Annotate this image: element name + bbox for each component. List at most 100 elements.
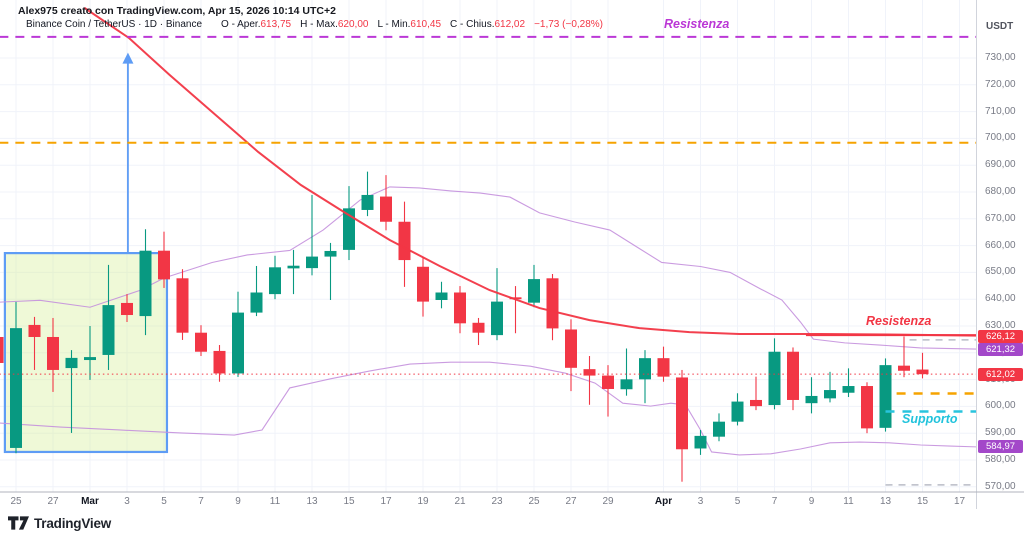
candle (787, 347, 799, 411)
time-tick-label: 9 (808, 496, 815, 507)
time-tick-label: 11 (269, 496, 281, 507)
candle-body (509, 297, 522, 300)
bollinger-lower-line (0, 361, 976, 456)
candle (676, 369, 688, 482)
candle (250, 265, 263, 317)
resistenza-top-label[interactable]: Resistenza (664, 17, 730, 31)
symbol-legend[interactable]: Binance Coin / TetherUS · 1D · Binance O … (26, 19, 603, 30)
candle-body (213, 350, 226, 374)
candle (139, 229, 152, 336)
price-tick-label: 580,00 (985, 454, 1016, 465)
ma-line (83, 7, 976, 337)
time-tick-label: 5 (734, 496, 741, 507)
candle-body (176, 278, 189, 333)
candle-body (620, 379, 633, 390)
candle (121, 294, 133, 322)
tradingview-logo-text: TradingView (34, 515, 112, 531)
candle (324, 242, 337, 301)
tradingview-logo-icon (8, 516, 29, 530)
symbol-title[interactable]: Binance Coin / TetherUS · 1D · Binance (26, 19, 203, 30)
low-value: 610,45 (410, 19, 442, 30)
candle-body (269, 267, 281, 295)
candle-body (158, 250, 170, 280)
candle-body (361, 194, 374, 210)
candle (47, 317, 59, 392)
change-value: −1,73 (−0,28%) (534, 19, 603, 30)
high-value: 620,00 (337, 19, 369, 30)
time-tick-label: 13 (306, 496, 318, 507)
candle-body (102, 305, 115, 355)
candle-body (380, 196, 392, 222)
price-tick-label: 570,00 (985, 480, 1016, 492)
candle-body (47, 336, 59, 370)
candle-body (694, 435, 707, 449)
candle-body (0, 336, 4, 363)
candle-body (454, 292, 466, 324)
candle-body (324, 250, 337, 257)
candle-body (824, 390, 836, 399)
candle-body (472, 322, 485, 333)
candle (343, 186, 355, 261)
price-badge: 621,32 (978, 342, 1023, 356)
time-tick-label: 3 (124, 496, 130, 507)
candle-body (121, 302, 133, 316)
price-tick-label: 720,00 (985, 78, 1016, 90)
candle-body (787, 351, 799, 400)
up-arrow-head (122, 52, 134, 64)
time-tick-label: 5 (161, 496, 167, 507)
candle-body (306, 256, 318, 269)
price-tick-label: 680,00 (985, 186, 1016, 197)
time-tick-label: 7 (198, 496, 204, 507)
price-tick-label: 660,00 (985, 239, 1016, 251)
candle (842, 368, 855, 398)
time-tick-label: 7 (771, 496, 778, 507)
candle (398, 201, 411, 287)
candle-body (861, 386, 873, 429)
candle-body (528, 279, 540, 303)
candle-body (898, 365, 910, 371)
time-tick-label: Apr (654, 496, 673, 507)
candle (306, 194, 318, 276)
candle-body (491, 301, 503, 336)
time-tick-label: 15 (343, 496, 355, 507)
price-tick-label: 630,00 (985, 320, 1016, 331)
time-tick-label: 17 (953, 496, 966, 507)
candle-body (602, 375, 614, 389)
candle (713, 413, 725, 442)
candle (546, 274, 559, 341)
price-tick-label: 590,00 (985, 427, 1016, 439)
high-label: H - Max. (300, 19, 338, 30)
candle (176, 269, 189, 340)
candle (528, 264, 540, 308)
candle-body (28, 324, 41, 337)
resistenza-right-label[interactable]: Resistenza (866, 314, 932, 328)
time-tick-label: Mar (81, 496, 99, 507)
price-badge: 612,02 (978, 367, 1023, 381)
candle-body (343, 208, 355, 250)
price-tick-label: 670,00 (985, 212, 1016, 224)
candle (213, 345, 226, 382)
candle (28, 316, 41, 370)
price-tick-label: 690,00 (985, 159, 1016, 171)
candle (657, 346, 670, 382)
time-tick-label: 3 (697, 496, 704, 507)
low-label: L - Min. (377, 19, 411, 30)
price-tick-label: 640,00 (985, 293, 1016, 305)
candle-body (232, 312, 244, 374)
candle (565, 319, 577, 392)
candle (805, 377, 818, 414)
candle (287, 249, 300, 295)
price-tick-label: 600,00 (985, 400, 1016, 412)
tradingview-logo[interactable]: TradingView (8, 514, 111, 532)
price-tick-label: 650,00 (985, 266, 1016, 278)
time-tick-label: 9 (235, 496, 241, 507)
candle-body (417, 266, 429, 302)
supporto-label[interactable]: Supporto (902, 412, 958, 426)
candle (620, 348, 633, 396)
time-tick-label: 27 (47, 496, 59, 507)
candle-body (879, 365, 892, 428)
candle (861, 382, 873, 434)
price-badge: 584,97 (978, 440, 1023, 454)
candle (0, 336, 4, 363)
